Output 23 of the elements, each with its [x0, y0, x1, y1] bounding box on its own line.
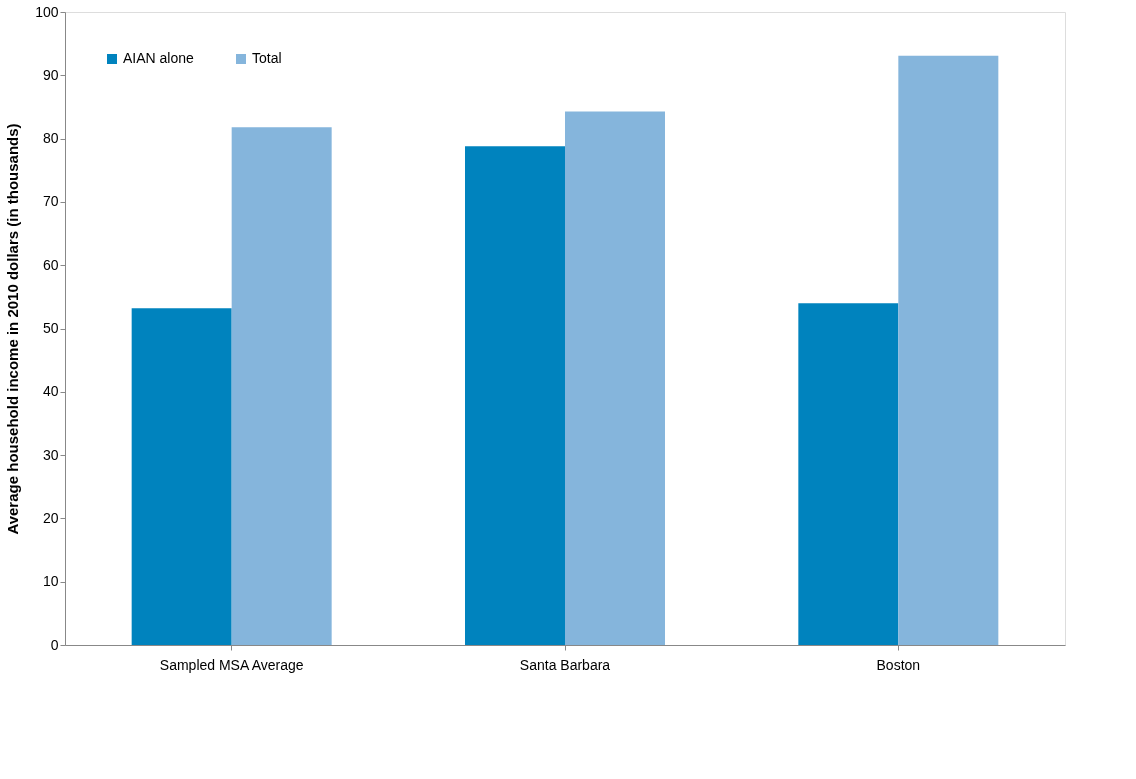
y-tick-label: 0 — [50, 636, 59, 653]
x-tick-label: Santa Barbara — [519, 656, 611, 673]
legend-label: Total — [252, 50, 282, 66]
bar — [565, 111, 665, 645]
y-tick-label: 40 — [42, 383, 59, 400]
y-tick-label: 10 — [42, 573, 59, 590]
x-tick-label: Boston — [876, 656, 921, 673]
y-tick-label: 50 — [42, 320, 59, 336]
y-tick-label: 80 — [42, 130, 59, 147]
legend-label: AIAN alone — [123, 50, 195, 66]
bar — [898, 55, 999, 645]
bar — [131, 308, 232, 645]
x-tick-label: Sampled MSA Average — [159, 656, 304, 673]
y-tick-label: 90 — [42, 66, 59, 83]
y-tick-label: 20 — [42, 509, 59, 526]
bar — [231, 127, 332, 645]
y-axis-title: Average household income in 2010 dollars (in thousands) — [4, 123, 22, 535]
bar — [465, 146, 565, 645]
y-tick-label: 100 — [35, 3, 59, 20]
y-tick-label: 60 — [42, 256, 59, 273]
y-tick-label: 30 — [42, 446, 59, 463]
bar — [798, 303, 899, 645]
y-tick-label: 70 — [42, 193, 59, 210]
